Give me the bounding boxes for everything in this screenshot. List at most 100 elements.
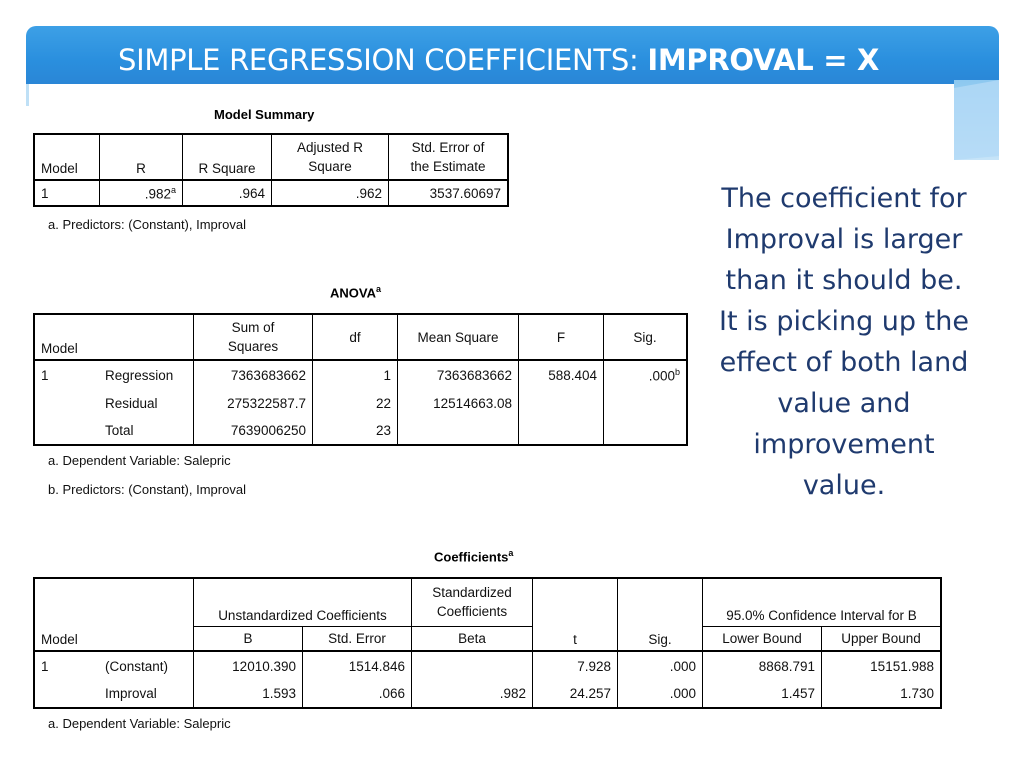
anova-cell-label: Total [99,417,194,445]
anova-cell-ms: 7363683662 [397,360,519,389]
anova-cell-label: Residual [99,389,194,417]
table-row: 1 Regression 7363683662 1 7363683662 588… [33,360,688,389]
coef-cell-upper: 1.730 [821,680,942,708]
anova-cell-sig [603,389,688,417]
anova-header-sig: Sig. [603,314,688,361]
commentary-line: effect of both land [719,347,969,378]
anova-header-f: F [518,314,604,361]
anova-cell-ms [397,417,519,445]
anova-cell-model-empty [33,417,99,445]
anova-header-ss-line1: Sum of [231,320,275,335]
coef-header-std-line1: Standardized [432,585,512,601]
coefficients-table: Model Unstandardized Coefficients Standa… [33,577,942,709]
model-summary-title: Model Summary [214,107,315,122]
coef-header-beta: Beta [411,626,533,652]
commentary-line: The coefficient for [721,183,967,214]
coefficients-title: Coefficientsa [434,548,513,564]
anova-title-sup: a [375,284,381,294]
commentary-line: than it should be. [725,265,963,296]
coef-cell-label: (Constant) [99,651,194,680]
ms-header-se: Std. Error of the Estimate [388,134,509,181]
coef-header-sig: Sig. [617,578,703,652]
coef-cell-t: 24.257 [532,680,618,708]
anova-cell-ms: 12514663.08 [397,389,519,417]
commentary-line: value and [777,388,911,419]
model-summary-table: Model R R Square Adjusted R Square Std. E… [33,133,509,207]
commentary-line: improvement [753,429,935,460]
ms-cell-r-sup: a [170,184,176,195]
anova-cell-ss: 275322587.7 [193,389,313,417]
coef-footnote: a. Dependent Variable: Salepric [48,716,231,731]
table-row: Residual 275322587.7 22 12514663.08 [33,389,688,417]
anova-cell-sig [603,417,688,445]
banner-accent-left [26,84,29,106]
anova-header-df: df [312,314,398,361]
coef-header-model: Model [33,578,99,652]
coef-header-upper: Upper Bound [821,626,942,652]
coef-header-lower: Lower Bound [702,626,822,652]
slide-title: SIMPLE REGRESSION COEFFICIENTS: IMPROVAL… [118,40,879,80]
anova-cell-model: 1 [33,360,99,389]
coef-header-blank [99,578,194,652]
coef-cell-beta [411,651,533,680]
table-row: Improval 1.593 .066 .982 24.257 .000 1.4… [33,680,942,708]
table-row: 1 (Constant) 12010.390 1514.846 7.928 .0… [33,651,942,680]
ms-header-r-square: R Square [182,134,272,181]
slide-title-prefix: SIMPLE REGRESSION COEFFICIENTS: [118,43,648,77]
coef-cell-lower: 1.457 [702,680,822,708]
anova-header-model: Model [33,314,99,361]
title-banner [26,26,999,84]
coef-cell-sig: .000 [617,651,703,680]
anova-cell-sig-value: .000 [648,368,675,384]
anova-cell-sig-sup: b [674,366,680,377]
anova-title: ANOVAa [330,284,381,300]
coef-header-t: t [532,578,618,652]
ms-header-r: R [99,134,183,181]
coef-cell-beta: .982 [411,680,533,708]
anova-cell-ss: 7363683662 [193,360,313,389]
ms-cell-adj-r: .962 [271,180,389,206]
coef-cell-model: 1 [33,651,99,680]
slide-title-bold: IMPROVAL = X [647,43,880,77]
anova-cell-f [518,389,604,417]
ms-header-se-line2: the Estimate [410,159,486,174]
coef-cell-model-empty [33,680,99,708]
table-row: Total 7639006250 23 [33,417,688,445]
ms-header-model: Model [33,134,100,181]
ms-cell-r-square: .964 [182,180,272,206]
coefficients-title-text: Coefficients [434,549,509,565]
anova-cell-df: 22 [312,389,398,417]
commentary-text: The coefficient for Improval is larger t… [702,178,986,506]
ms-footnote: a. Predictors: (Constant), Improval [48,217,246,232]
commentary-line: value. [802,470,886,501]
ms-header-adj-r: Adjusted R Square [271,134,389,181]
anova-table: Model Sum of Squares df Mean Square F Sig… [33,313,688,446]
coef-cell-t: 7.928 [532,651,618,680]
coef-cell-se: .066 [302,680,412,708]
coefficients-title-sup: a [508,548,514,558]
coef-header-ci: 95.0% Confidence Interval for B [702,578,942,627]
anova-header-ms: Mean Square [397,314,519,361]
ms-cell-r: .982a [99,180,183,206]
anova-cell-sig: .000b [603,360,688,389]
coef-header-std: Standardized Coefficients [411,578,533,627]
commentary-line: It is picking up the [719,306,969,337]
anova-cell-f [518,417,604,445]
coef-cell-b: 12010.390 [193,651,303,680]
coef-header-std-line2: Coefficients [436,604,508,620]
coef-cell-label: Improval [99,680,194,708]
ms-cell-se: 3537.60697 [388,180,509,206]
anova-header-blank [99,314,194,361]
anova-header-ss-line2: Squares [227,339,279,354]
ms-header-adj-r-line2: Square [308,159,352,174]
anova-cell-label: Regression [99,360,194,389]
coef-header-b: B [193,626,303,652]
table-row: 1 .982a .964 .962 3537.60697 [33,180,509,206]
banner-accent-right-overlay [954,80,999,160]
coef-cell-upper: 15151.988 [821,651,942,680]
coef-cell-b: 1.593 [193,680,303,708]
anova-cell-model-empty [33,389,99,417]
coef-cell-se: 1514.846 [302,651,412,680]
coef-header-se: Std. Error [302,626,412,652]
ms-cell-r-value: .982 [144,186,171,202]
